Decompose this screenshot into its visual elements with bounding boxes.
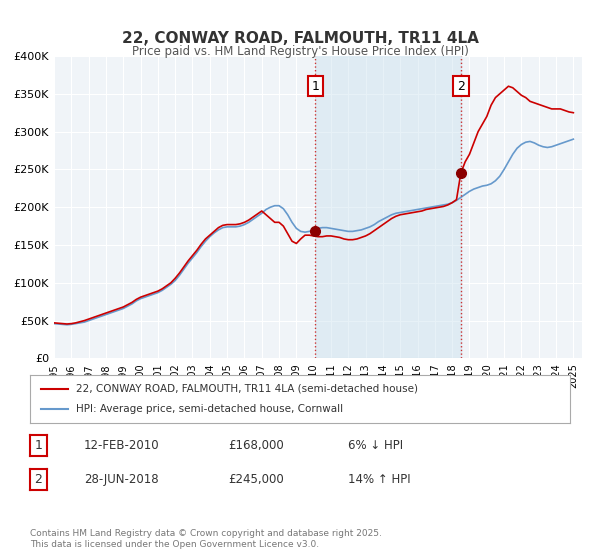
Text: 1: 1 [34, 439, 43, 452]
Text: 1: 1 [311, 80, 319, 93]
Text: 14% ↑ HPI: 14% ↑ HPI [348, 473, 410, 486]
Text: 2: 2 [457, 80, 465, 93]
Text: 22, CONWAY ROAD, FALMOUTH, TR11 4LA: 22, CONWAY ROAD, FALMOUTH, TR11 4LA [122, 31, 478, 46]
Text: £168,000: £168,000 [228, 439, 284, 452]
Text: 22, CONWAY ROAD, FALMOUTH, TR11 4LA (semi-detached house): 22, CONWAY ROAD, FALMOUTH, TR11 4LA (sem… [76, 384, 418, 394]
Text: 28-JUN-2018: 28-JUN-2018 [84, 473, 158, 486]
Text: 6% ↓ HPI: 6% ↓ HPI [348, 439, 403, 452]
Text: 12-FEB-2010: 12-FEB-2010 [84, 439, 160, 452]
Text: HPI: Average price, semi-detached house, Cornwall: HPI: Average price, semi-detached house,… [76, 404, 343, 414]
Text: 2: 2 [34, 473, 43, 486]
Bar [316, 56, 461, 358]
Text: Price paid vs. HM Land Registry's House Price Index (HPI): Price paid vs. HM Land Registry's House … [131, 45, 469, 58]
Text: Contains HM Land Registry data © Crown copyright and database right 2025.
This d: Contains HM Land Registry data © Crown c… [30, 529, 382, 549]
Text: £245,000: £245,000 [228, 473, 284, 486]
